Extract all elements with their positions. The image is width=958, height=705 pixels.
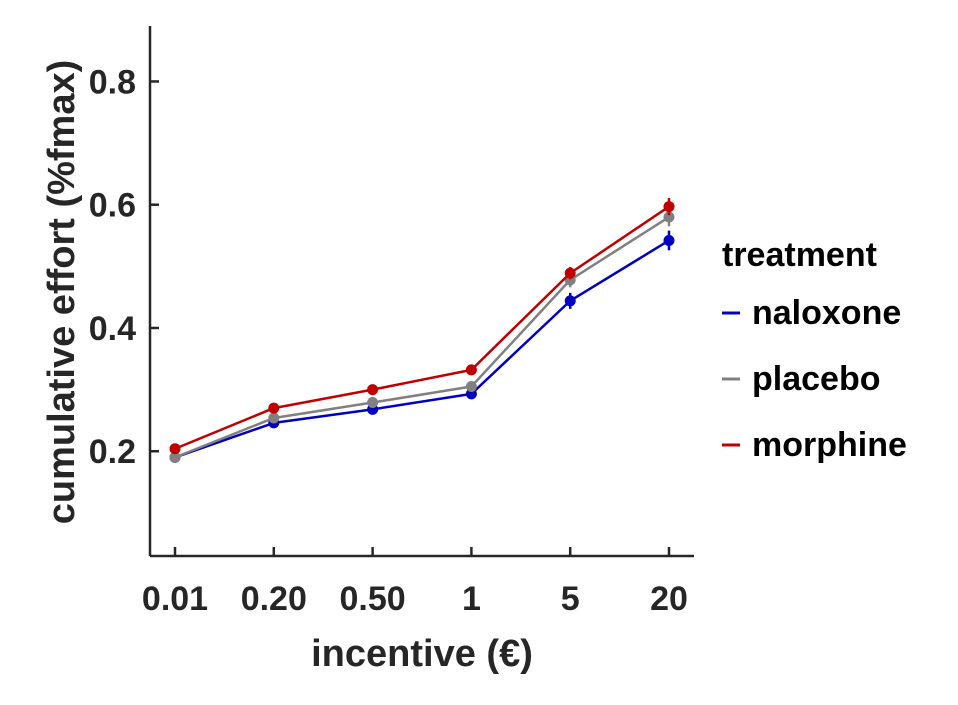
data-point [268,402,280,414]
data-point [169,451,181,463]
y-tick-label: 0.4 [89,310,136,348]
legend-items: naloxone placebo morphine [722,294,907,464]
x-tick-label: 1 [462,580,481,618]
series-placebo [169,207,675,463]
y-axis-title: cumulative effort (%fmax) [41,60,83,525]
x-tick-label: 20 [650,580,688,618]
series-line [174,239,670,459]
series-line [174,215,670,459]
x-ticks: 0.01 0.20 0.50 1 5 20 [142,547,688,618]
data-point [465,381,477,393]
data-point [268,412,280,424]
y-tick-label: 0.6 [89,187,136,225]
legend-label: placebo [752,360,880,398]
y-ticks: 0.2 0.4 0.6 0.8 [89,63,159,471]
series-line [174,205,670,450]
series-layer [169,197,675,463]
data-point [465,364,477,376]
y-tick-label: 0.2 [89,433,136,471]
legend-label: naloxone [752,294,901,332]
data-point [663,211,675,223]
x-tick-label: 0.01 [142,580,208,618]
data-point [663,201,675,213]
x-axis-title: incentive (€) [311,633,533,675]
series-morphine [169,197,675,455]
data-point [169,443,181,455]
data-point [564,267,576,279]
data-point [564,295,576,307]
x-tick-label: 0.20 [241,580,307,618]
y-tick-label: 0.8 [89,63,136,101]
legend: treatment naloxone placebo morphine [722,236,907,464]
legend-label: morphine [752,426,907,464]
data-point [663,234,675,246]
axes [148,26,694,558]
data-point [367,397,379,409]
x-tick-label: 0.50 [340,580,406,618]
data-point [367,384,379,396]
x-tick-label: 5 [561,580,580,618]
legend-title: treatment [722,236,877,274]
